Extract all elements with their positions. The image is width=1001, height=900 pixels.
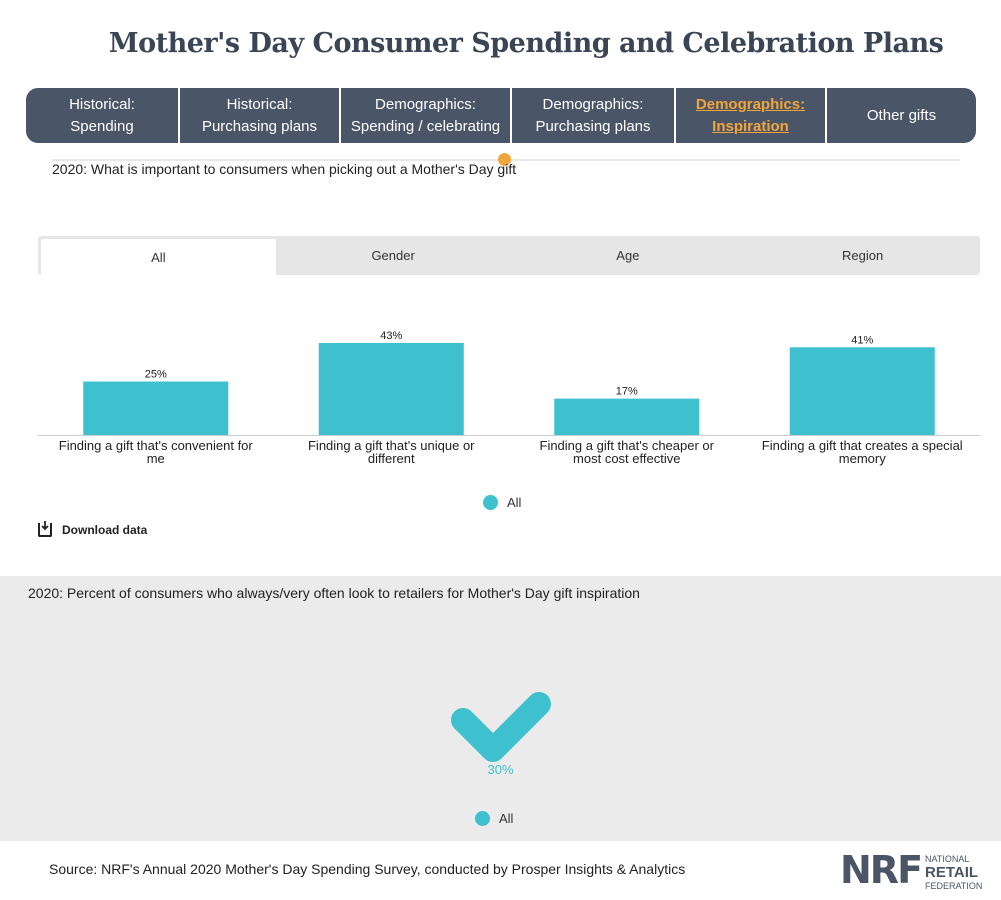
download-data-button[interactable]: Download data — [38, 521, 148, 537]
tab-historical-spending[interactable]: Historical: Spending — [26, 88, 180, 143]
section2-legend: All — [475, 811, 513, 826]
inspiration-section: 2020: Percent of consumers who always/ve… — [0, 576, 1001, 841]
tab-historical-purchasing-plans[interactable]: Historical: Purchasing plans — [180, 88, 341, 143]
tab-label-line1: Demographics: — [375, 95, 476, 113]
category-label: different — [368, 451, 415, 466]
tab-label-line1: Historical: — [69, 95, 135, 113]
download-icon — [38, 521, 52, 537]
tab-label-line1: Demographics: — [542, 95, 644, 113]
tab-label-line1: Demographics: — [695, 95, 806, 113]
category-label: Finding a gift that's unique or — [308, 438, 475, 453]
category-label: me — [147, 451, 165, 466]
chart-title: 2020: What is important to consumers whe… — [52, 161, 517, 177]
category-label: most cost effective — [573, 451, 680, 466]
category-label: memory — [839, 451, 886, 466]
bar-chart: 25%Finding a gift that's convenient form… — [38, 330, 980, 466]
tab-label-line2: Inspiration — [712, 117, 789, 135]
filter-tab-all[interactable]: All — [41, 239, 276, 275]
tab-other-gifts[interactable]: Other gifts — [827, 88, 976, 143]
legend-label: All — [507, 495, 522, 510]
bar[interactable] — [83, 381, 229, 435]
category-label: Finding a gift that creates a special — [762, 438, 963, 453]
tab-demographics-spending-celebrating[interactable]: Demographics: Spending / celebrating — [341, 88, 512, 143]
bar-value-label: 25% — [145, 369, 167, 381]
bar-value-label: 17% — [616, 386, 638, 398]
filter-tab-gender[interactable]: Gender — [371, 248, 415, 263]
checkmark-icon — [451, 692, 551, 762]
tab-demographics-inspiration[interactable]: Demographics: Inspiration — [676, 88, 827, 143]
bar[interactable] — [789, 347, 935, 435]
chart-legend: All — [483, 495, 521, 510]
nrf-logo: NRF NATIONAL RETAIL FEDERATION — [840, 851, 982, 892]
tab-label-line2: Spending — [70, 117, 134, 135]
page-title: Mother's Day Consumer Spending and Celeb… — [108, 28, 944, 59]
tab-label-line2: Spending / celebrating — [350, 117, 501, 135]
year-slider-handle[interactable] — [498, 153, 511, 166]
tab-label-line1: Historical: — [226, 95, 293, 113]
logo-line: RETAIL — [925, 864, 979, 881]
category-label: Finding a gift that's cheaper or — [540, 438, 715, 453]
legend-label: All — [499, 811, 514, 826]
bar[interactable] — [318, 343, 464, 435]
bar-value-label: 41% — [851, 334, 873, 346]
bar[interactable] — [554, 398, 700, 435]
filter-tab-region[interactable]: Region — [842, 248, 884, 263]
tab-label-line1: Other gifts — [866, 106, 937, 124]
bar-value-label: 43% — [380, 330, 402, 342]
top-navigation: Historical: Spending Historical: Purchasin… — [26, 88, 976, 143]
filter-tabs: All Gender Age Region — [38, 236, 980, 275]
inspiration-value: 30% — [487, 762, 514, 777]
logo-mark: NRF — [840, 848, 923, 892]
category-label: Finding a gift that's convenient for — [59, 438, 254, 453]
tab-demographics-purchasing-plans[interactable]: Demographics: Purchasing plans — [512, 88, 676, 143]
legend-swatch — [475, 811, 490, 826]
legend-swatch — [483, 495, 498, 510]
logo-line: FEDERATION — [925, 881, 983, 891]
source-note: Source: NRF's Annual 2020 Mother's Day S… — [49, 861, 686, 877]
filter-tab-age[interactable]: Age — [616, 248, 640, 263]
logo-line: NATIONAL — [925, 854, 970, 864]
download-label: Download data — [62, 523, 148, 537]
tab-label-line2: Purchasing plans — [535, 117, 651, 135]
tab-label-line2: Purchasing plans — [201, 117, 318, 135]
section2-title: 2020: Percent of consumers who always/ve… — [28, 585, 640, 601]
